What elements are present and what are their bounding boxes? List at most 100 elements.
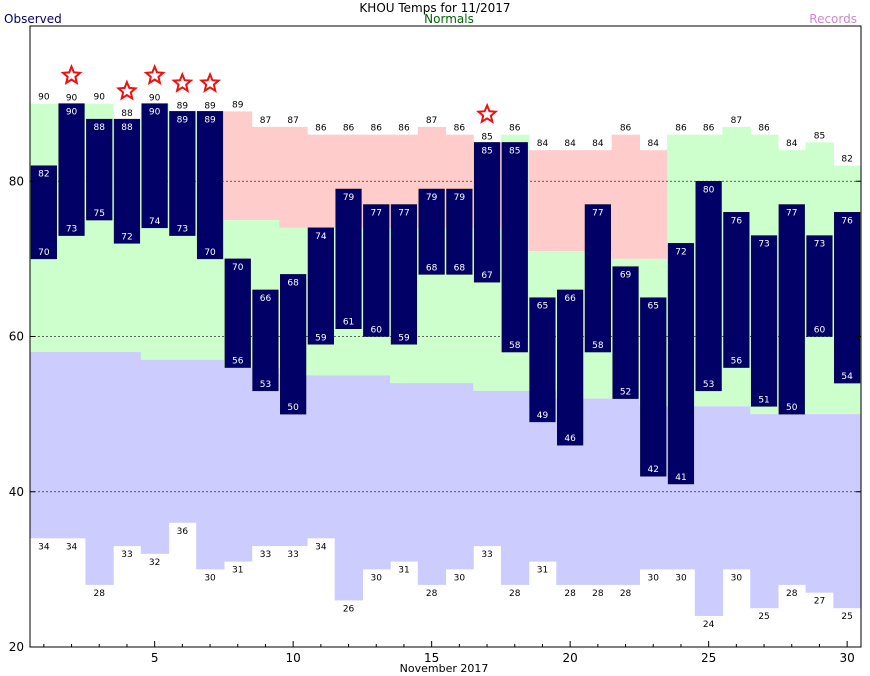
- x-axis-label: November 2017: [400, 662, 489, 675]
- observed-low-label: 67: [481, 271, 492, 281]
- plot-area: 82 70 90 34 90 73 90 34 88 75 90 28 88 72 88 33 90 74 90 32…: [30, 63, 862, 630]
- record-low-band: [251, 367, 280, 547]
- observed-high-label: 79: [343, 193, 355, 203]
- observed-bar: [557, 289, 584, 446]
- record-star-icon: [60, 63, 83, 86]
- record-low-band: [417, 383, 447, 585]
- record-high-label: 86: [343, 124, 355, 134]
- record-low-band: [362, 375, 391, 570]
- record-high-label: 90: [38, 93, 50, 103]
- x-tick-label: 5: [151, 651, 159, 665]
- observed-high-label: 77: [592, 209, 603, 219]
- record-star-icon: [115, 79, 138, 101]
- record-high-label: 85: [814, 131, 825, 141]
- record-high-label: 84: [786, 139, 798, 149]
- record-high-band: [223, 111, 253, 221]
- record-low-band: [140, 359, 170, 554]
- observed-high-label: 79: [426, 193, 438, 203]
- record-low-band: [30, 352, 59, 539]
- record-low-band: [473, 390, 502, 547]
- y-tick-label: 20: [9, 640, 24, 654]
- observed-bar: [86, 118, 113, 221]
- observed-low-label: 41: [675, 473, 686, 483]
- record-high-label: 84: [592, 139, 604, 149]
- observed-low-label: 50: [287, 403, 299, 413]
- observed-low-label: 59: [398, 333, 410, 343]
- observed-bar: [695, 181, 722, 392]
- record-low-label: 32: [149, 558, 160, 568]
- record-low-label: 30: [454, 573, 466, 583]
- observed-bar: [723, 212, 750, 368]
- record-low-label: 28: [426, 589, 438, 599]
- record-low-band: [722, 406, 751, 570]
- record-high-label: 86: [675, 124, 687, 134]
- observed-high-label: 70: [232, 263, 244, 273]
- observed-high-label: 77: [398, 209, 409, 219]
- record-low-band: [113, 352, 142, 547]
- record-low-band: [196, 359, 225, 570]
- observed-high-label: 88: [94, 123, 106, 133]
- observed-bar: [30, 165, 57, 260]
- record-high-band: [611, 134, 640, 259]
- record-low-label: 34: [38, 542, 50, 552]
- observed-high-label: 68: [287, 278, 299, 288]
- observed-high-label: 80: [703, 185, 715, 195]
- x-tick-label: 30: [840, 651, 855, 665]
- record-low-band: [805, 414, 834, 593]
- observed-bar: [113, 118, 141, 244]
- record-low-label: 28: [509, 589, 521, 599]
- observed-low-label: 73: [66, 225, 77, 235]
- observed-bar: [252, 289, 279, 392]
- record-low-label: 33: [481, 550, 492, 560]
- observed-bar: [473, 142, 501, 283]
- observed-bar: [834, 212, 861, 384]
- observed-low-label: 60: [371, 326, 383, 336]
- record-low-band: [694, 406, 724, 616]
- record-low-label: 33: [121, 550, 132, 560]
- observed-low-label: 49: [537, 411, 549, 421]
- record-star-icon: [171, 71, 194, 93]
- record-high-label: 86: [371, 124, 383, 134]
- record-low-band: [223, 367, 253, 562]
- record-high-label: 87: [260, 116, 271, 126]
- record-low-label: 28: [592, 589, 604, 599]
- legend-records: Records: [809, 12, 857, 26]
- record-low-label: 30: [675, 573, 687, 583]
- observed-bar: [529, 297, 556, 423]
- record-low-label: 28: [94, 589, 106, 599]
- record-high-band: [279, 126, 308, 228]
- record-low-label: 30: [731, 573, 743, 583]
- record-low-label: 25: [758, 612, 769, 622]
- observed-high-label: 77: [786, 209, 797, 219]
- record-low-label: 31: [398, 566, 409, 576]
- observed-bar: [363, 204, 390, 337]
- record-low-band: [57, 352, 86, 539]
- record-high-label: 84: [648, 139, 660, 149]
- record-high-label: 86: [758, 124, 770, 134]
- legend-normals: Normals: [424, 12, 474, 26]
- observed-low-label: 53: [260, 380, 271, 390]
- observed-low-label: 60: [814, 326, 826, 336]
- observed-low-label: 52: [620, 388, 631, 398]
- x-tick-label: 25: [701, 651, 716, 665]
- observed-bar: [778, 204, 805, 415]
- observed-bar: [806, 235, 833, 337]
- observed-low-label: 56: [731, 357, 743, 367]
- record-high-band: [639, 150, 668, 259]
- record-low-label: 36: [177, 527, 189, 537]
- observed-high-label: 66: [564, 294, 576, 304]
- observed-high-label: 77: [371, 209, 382, 219]
- observed-high-label: 89: [177, 115, 189, 125]
- observed-bar: [196, 111, 224, 260]
- observed-bar: [750, 235, 778, 407]
- observed-bar: [224, 258, 251, 368]
- record-low-label: 28: [564, 589, 576, 599]
- record-low-label: 33: [260, 550, 271, 560]
- observed-low-label: 54: [841, 372, 853, 382]
- observed-low-label: 73: [177, 225, 188, 235]
- observed-bar: [169, 111, 196, 236]
- record-low-label: 34: [315, 542, 327, 552]
- record-high-band: [251, 126, 280, 221]
- chart-title: KHOU Temps for 11/2017: [359, 1, 510, 15]
